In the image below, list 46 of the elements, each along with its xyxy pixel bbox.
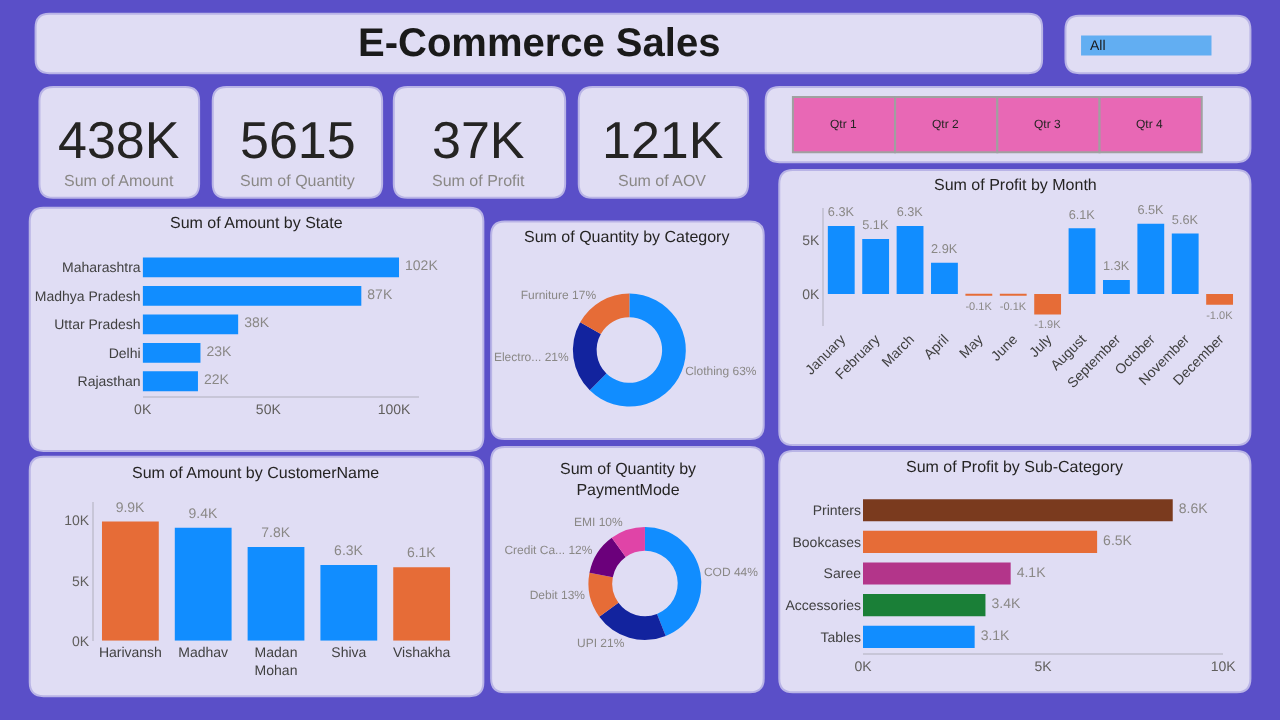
chart-title: Sum of Profit by Month	[934, 176, 1097, 194]
bar	[931, 262, 958, 294]
chart-title: Sum of Quantity by Category	[524, 228, 730, 246]
text: Sum of AOV	[618, 172, 708, 190]
bar	[896, 226, 924, 294]
bar	[1137, 223, 1165, 294]
bar	[142, 371, 198, 392]
bar	[101, 521, 159, 641]
bar	[827, 226, 855, 294]
bar	[142, 314, 239, 335]
text: Sum of Quantity	[240, 172, 355, 190]
donut-slice	[572, 322, 607, 391]
donut-slice	[644, 526, 702, 636]
donut-slice	[599, 602, 666, 640]
bar	[174, 527, 232, 641]
bar	[1103, 279, 1130, 294]
bar	[863, 625, 975, 648]
bar	[863, 499, 1173, 522]
bar	[393, 567, 451, 641]
donut-slice	[588, 572, 619, 617]
bar	[863, 530, 1098, 553]
donut-slice	[611, 526, 645, 557]
bar	[863, 594, 986, 617]
text: 438K	[58, 110, 181, 170]
bar	[1171, 233, 1199, 294]
donut-slice	[589, 537, 626, 578]
text: 5615	[240, 110, 356, 170]
chart-title: Sum of Amount by CustomerName	[132, 464, 381, 482]
bar	[142, 285, 362, 306]
text: 37K	[432, 110, 526, 170]
bar	[1034, 293, 1062, 315]
bar	[863, 562, 1011, 585]
bar	[142, 342, 201, 363]
bar	[247, 546, 305, 641]
chart-title: Sum of Amount by State	[170, 214, 344, 232]
text: Sum of Profit	[432, 172, 527, 190]
bar	[1068, 228, 1096, 294]
text: E-Commerce Sales	[358, 22, 721, 66]
bar	[1206, 293, 1234, 305]
text: Sum of Amount	[64, 172, 175, 190]
text: 121K	[602, 110, 725, 170]
chart-title: Sum of Profit by Sub-Category	[906, 458, 1123, 476]
bar	[320, 564, 378, 641]
chart-title: Sum of Quantity by PaymentMode	[560, 460, 697, 499]
bar	[862, 238, 890, 294]
bar	[142, 257, 400, 278]
